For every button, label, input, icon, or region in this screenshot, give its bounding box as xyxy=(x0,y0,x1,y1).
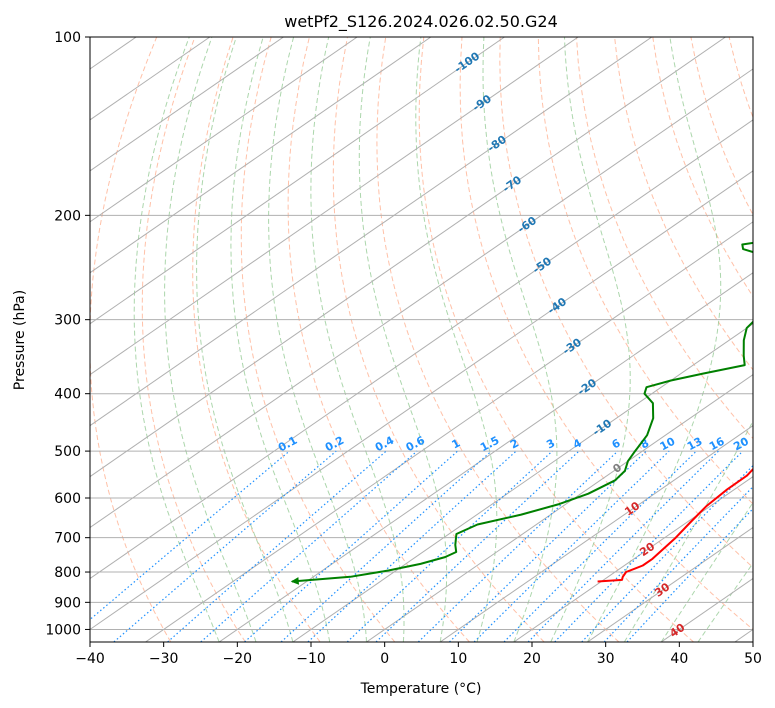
y-tick-label: 900 xyxy=(54,595,81,611)
dry-adiabat-line xyxy=(499,37,753,569)
x-tick-label: −30 xyxy=(149,651,179,667)
isotherm-line xyxy=(90,37,284,172)
isotherm-line xyxy=(218,272,753,642)
sounding-profiles xyxy=(290,241,753,585)
y-axis-label: Pressure (hPa) xyxy=(12,290,28,390)
mixing-ratio-label: 16 xyxy=(707,434,727,453)
temperature-profile xyxy=(597,467,753,583)
dewpoint-profile xyxy=(291,241,753,583)
x-tick-label: −10 xyxy=(296,651,326,667)
isotherm-line xyxy=(90,119,753,580)
isotherms xyxy=(90,37,753,642)
moist-adiabat-line xyxy=(415,37,498,642)
y-tick-label: 400 xyxy=(54,387,81,403)
dry-adiabat-line xyxy=(614,37,753,371)
dry-adiabat-line xyxy=(576,37,753,440)
x-tick-label: 10 xyxy=(449,651,467,667)
moist-adiabat-line xyxy=(550,37,631,642)
dry-adiabat-line xyxy=(192,37,321,642)
mixing-ratio-label: 10 xyxy=(658,435,678,454)
mixing-ratio-label: 13 xyxy=(685,435,705,454)
dry-adiabat-line xyxy=(287,37,470,642)
mixing-ratio-line xyxy=(581,464,753,642)
x-tick-label: −20 xyxy=(223,651,253,667)
mixing-ratio-label: 20 xyxy=(731,435,751,454)
y-axis: 100 200 300 400 500 600 700 800 900 1000 xyxy=(45,30,90,638)
moist-adiabat-line xyxy=(587,37,722,642)
mixing-ratio-line xyxy=(167,450,387,642)
x-axis: −40 −30 −20 −10 0 10 20 30 40 50 xyxy=(75,642,762,667)
isotherm-line xyxy=(292,323,753,642)
isotherm-line xyxy=(90,37,726,478)
x-axis-label: Temperature (°C) xyxy=(360,681,482,697)
dry-adiabat-line xyxy=(376,37,620,642)
isotherm-line xyxy=(90,37,505,325)
mixing-ratio-line xyxy=(554,450,744,642)
moist-adiabat-line xyxy=(482,37,558,642)
moist-adiabat-line xyxy=(660,501,753,642)
mixing-ratio-line xyxy=(473,450,670,642)
y-tick-label: 300 xyxy=(54,313,81,329)
mixing-ratio-line xyxy=(346,450,553,642)
isotherm-line xyxy=(90,37,358,223)
isotherm-line xyxy=(587,526,753,642)
x-tick-label: −40 xyxy=(75,651,105,667)
pressure-gridlines xyxy=(90,37,753,630)
mixing-ratio-line xyxy=(90,450,290,621)
y-tick-label: 500 xyxy=(54,444,81,460)
mixing-ratio-line xyxy=(417,450,619,642)
dry-adiabat-line xyxy=(141,37,246,642)
moist-adiabat-line xyxy=(697,562,753,642)
moist-adiabat-line xyxy=(310,37,405,642)
mixing-ratio-line xyxy=(626,507,753,642)
moist-adiabat-line xyxy=(230,37,331,642)
isotherm-line xyxy=(90,68,753,529)
isotherm-line xyxy=(90,37,653,427)
mixing-ratio-lines xyxy=(90,450,753,642)
y-tick-label: 100 xyxy=(54,30,81,46)
isotherm-line xyxy=(513,475,753,642)
isotherm-line xyxy=(439,425,753,642)
plot-frame xyxy=(89,36,754,643)
isotherm-line xyxy=(90,170,753,631)
y-tick-label: 200 xyxy=(54,208,81,224)
dry-adiabat-line xyxy=(459,37,753,631)
y-tick-label: 600 xyxy=(54,491,81,507)
isotherm-line xyxy=(366,374,753,642)
moist-adiabat-line xyxy=(623,420,753,642)
x-tick-label: 30 xyxy=(597,651,615,667)
moist-adiabat-line xyxy=(268,37,367,642)
dry-adiabat-line xyxy=(332,37,545,642)
x-tick-label: 20 xyxy=(523,651,541,667)
moist-adiabat-line xyxy=(164,37,257,642)
x-tick-label: 0 xyxy=(380,651,389,667)
mixing-ratio-line xyxy=(603,485,753,642)
y-tick-label: 1000 xyxy=(45,622,81,638)
x-tick-label: 50 xyxy=(744,651,762,667)
mixing-ratio-line xyxy=(527,450,719,642)
chart-title: wetPf2_S126.2024.026.02.50.G24 xyxy=(284,12,558,32)
x-tick-label: 40 xyxy=(670,651,688,667)
isotherm-line xyxy=(90,37,579,376)
isotherm-line xyxy=(90,37,432,274)
mixing-ratio-line xyxy=(503,450,697,642)
isotherm-line xyxy=(145,221,753,642)
dewpoint-arrowhead xyxy=(290,577,299,585)
mixing-ratio-line xyxy=(244,450,459,642)
y-tick-label: 800 xyxy=(54,565,81,581)
y-tick-label: 700 xyxy=(54,531,81,547)
